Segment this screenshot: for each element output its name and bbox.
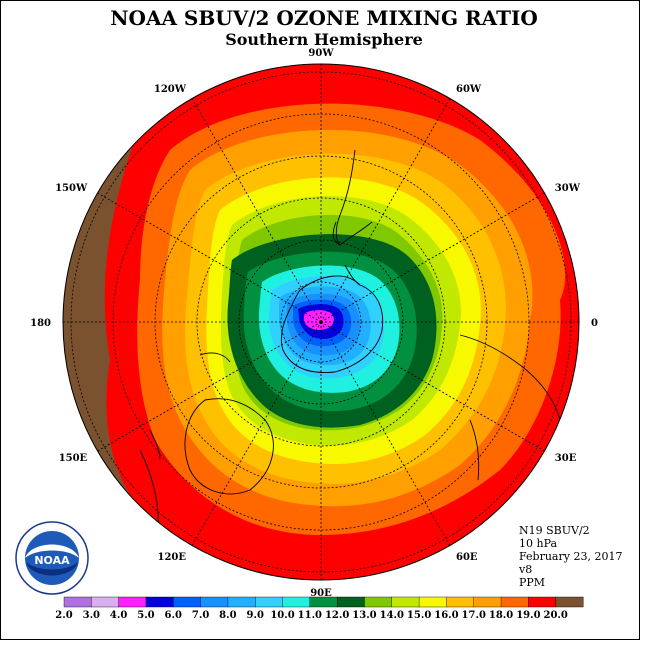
meridians <box>63 64 579 580</box>
legend-swatch-9 <box>309 596 338 608</box>
map-subtitle: Southern Hemisphere <box>225 30 423 49</box>
longitude-label-120e: 120E <box>158 552 187 563</box>
legend-swatch-7 <box>255 596 284 608</box>
new-zealand-coast <box>139 429 161 531</box>
longitude-labels: 90W 60W 30W 0 30E 60E 90E 120E 150E 180 150W 120W <box>30 48 598 599</box>
island-coast <box>199 352 231 363</box>
longitude-label-30e: 30E <box>555 453 577 464</box>
legend-label-9: 11.0 <box>298 610 322 621</box>
antarctic-peninsula <box>344 264 361 286</box>
legend-swatch-17 <box>528 596 557 608</box>
meridian-60w <box>320 98 451 323</box>
satellite-label: N19 SBUV/2 <box>519 524 590 537</box>
longitude-label-90e: 90E <box>310 588 332 599</box>
longitude-label-30w: 30W <box>555 183 581 194</box>
legend-label-12: 14.0 <box>380 610 404 621</box>
units-label: PPM <box>519 576 546 589</box>
legend-label-6: 8.0 <box>219 610 236 621</box>
legend-label-15: 17.0 <box>462 610 486 621</box>
meridian-60e <box>320 321 451 546</box>
legend-label-1: 3.0 <box>83 610 100 621</box>
longitude-label-150w: 150W <box>55 183 88 194</box>
noaa-logo: NOAA <box>15 521 89 595</box>
meridian-30w <box>320 192 545 323</box>
legend-label-8: 10.0 <box>270 610 294 621</box>
legend-swatch-18 <box>555 596 584 608</box>
legend-label-5: 7.0 <box>192 610 209 621</box>
map-title: NOAA SBUV/2 OZONE MIXING RATIO <box>110 6 538 30</box>
legend-label-13: 15.0 <box>407 610 431 621</box>
meridian-150e <box>97 321 322 452</box>
africa-coast <box>459 334 561 481</box>
water-icon <box>26 562 78 576</box>
legend-swatch-13 <box>418 596 447 608</box>
legend-swatches <box>63 596 584 608</box>
longitude-label-60w: 60W <box>456 84 482 95</box>
version-label: v8 <box>519 563 533 576</box>
legend-label-11: 13.0 <box>352 610 376 621</box>
legend-label-14: 16.0 <box>434 610 458 621</box>
legend-swatch-1 <box>91 596 120 608</box>
pressure-level-label: 10 hPa <box>519 537 558 550</box>
legend-swatch-14 <box>446 596 475 608</box>
longitude-label-0: 0 <box>591 318 598 329</box>
legend-swatch-3 <box>145 596 174 608</box>
meridian-150w <box>97 192 322 323</box>
graticule <box>63 64 579 580</box>
legend-swatch-16 <box>500 596 529 608</box>
meridian-120w <box>191 98 322 323</box>
legend-label-3: 5.0 <box>137 610 154 621</box>
legend-swatch-2 <box>118 596 147 608</box>
legend-swatch-6 <box>227 596 256 608</box>
legend-label-16: 18.0 <box>489 610 513 621</box>
legend-label-4: 6.0 <box>165 610 182 621</box>
legend-swatch-12 <box>391 596 420 608</box>
legend-swatch-0 <box>63 596 92 608</box>
figure-frame <box>0 0 640 640</box>
legend-label-10: 12.0 <box>325 610 349 621</box>
legend-swatch-15 <box>473 596 502 608</box>
longitude-label-150e: 150E <box>59 453 88 464</box>
band-3-4 <box>303 310 334 330</box>
legend-swatch-11 <box>364 596 393 608</box>
longitude-label-120w: 120W <box>154 84 187 95</box>
legend-label-7: 9.0 <box>247 610 264 621</box>
gull-icon <box>25 544 79 558</box>
south-america-coast <box>332 149 373 246</box>
legend-swatch-10 <box>336 596 365 608</box>
legend-labels: 2.0 3.0 4.0 5.0 6.0 7.0 8.0 9.0 10.0 11.0 12.0 13.0… <box>55 610 568 621</box>
legend-label-0: 2.0 <box>55 610 72 621</box>
legend-label-2: 4.0 <box>110 610 127 621</box>
meridian-30e <box>320 321 545 452</box>
legend-label-17: 19.0 <box>516 610 540 621</box>
legend-swatch-5 <box>200 596 229 608</box>
meridian-120e <box>191 321 322 546</box>
legend-swatch-4 <box>173 596 202 608</box>
longitude-label-90w: 90W <box>308 48 334 59</box>
date-label: February 23, 2017 <box>519 550 623 563</box>
legend-swatch-8 <box>282 596 311 608</box>
logo-text: NOAA <box>34 554 70 567</box>
longitude-label-60e: 60E <box>456 552 478 563</box>
globe-outline <box>62 63 580 581</box>
longitude-label-180: 180 <box>30 318 51 329</box>
legend-label-18: 20.0 <box>544 610 568 621</box>
australia-coast <box>184 398 274 495</box>
